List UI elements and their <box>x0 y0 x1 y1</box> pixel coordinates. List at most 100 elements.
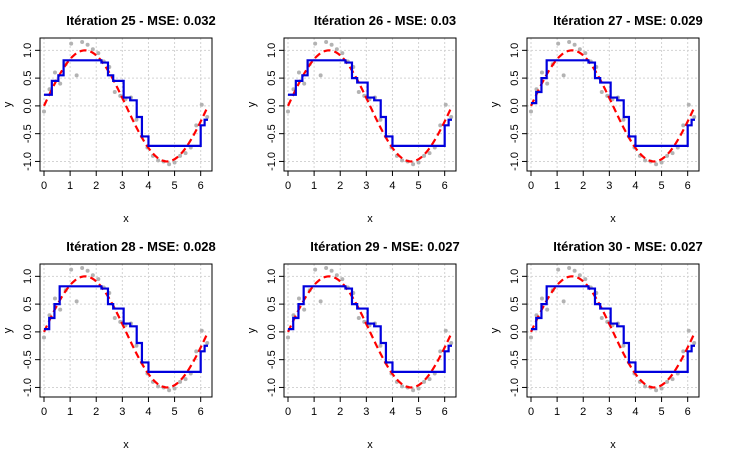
y-tick-label: 1.0 <box>266 269 278 284</box>
y-axis-label: y <box>2 327 14 333</box>
data-point <box>422 379 427 384</box>
x-tick-label: 3 <box>606 180 612 192</box>
x-tick-label: 4 <box>145 180 151 192</box>
x-tick-label: 2 <box>580 406 586 418</box>
x-tick-label: 4 <box>389 180 395 192</box>
plot-frame <box>283 37 457 172</box>
data-point <box>96 277 101 282</box>
plot-frame <box>283 263 457 398</box>
data-point <box>334 47 339 52</box>
x-tick-label: 5 <box>416 406 422 418</box>
true-function-line <box>530 49 696 163</box>
data-point <box>42 335 46 340</box>
data-point <box>183 151 188 156</box>
y-tick-label: 0.5 <box>22 70 34 85</box>
data-point <box>449 115 454 119</box>
data-point <box>529 335 533 340</box>
x-tick-label: 6 <box>442 180 448 192</box>
y-axis-label: y <box>489 327 501 333</box>
chart-panel-3: Itération 27 - MSE: 0.029 0 1 2 3 4 5 6 -1.0 -0.5… <box>489 13 703 225</box>
y-tick-label: 0.5 <box>509 296 521 311</box>
data-point <box>178 153 183 158</box>
data-point <box>96 51 101 56</box>
data-point <box>134 343 139 348</box>
data-point <box>324 266 329 270</box>
data-point <box>621 117 626 122</box>
x-tick-label: 0 <box>528 180 534 192</box>
model-fit-line <box>531 285 695 373</box>
y-tick-label: 0.0 <box>266 98 278 113</box>
data-point <box>156 158 161 163</box>
y-axis-label: y <box>246 101 258 107</box>
y-tick-label: -1.0 <box>266 152 278 171</box>
y-tick-label: -1.0 <box>266 378 278 397</box>
data-point <box>545 81 550 86</box>
x-tick-label: 3 <box>606 406 612 418</box>
data-point <box>58 81 63 86</box>
data-point <box>58 307 63 312</box>
x-tick-label: 5 <box>416 180 422 192</box>
data-point <box>422 153 427 158</box>
data-point <box>134 117 139 122</box>
y-tick-label: 0.0 <box>266 324 278 339</box>
model-fit-line <box>288 285 452 373</box>
x-tick-label: 6 <box>685 406 691 418</box>
data-point <box>545 307 550 312</box>
data-point <box>416 386 421 391</box>
x-tick-label: 4 <box>145 406 151 418</box>
data-point <box>324 40 329 44</box>
true-function-line <box>287 49 453 163</box>
true-function-line <box>287 275 453 389</box>
data-point <box>449 341 454 345</box>
chart-panel-6: Itération 30 - MSE: 0.027 0 1 2 3 4 5 6 -1.0 -0.5… <box>489 239 703 451</box>
data-point <box>577 47 582 52</box>
x-tick-label: 0 <box>528 406 534 418</box>
data-point <box>80 266 85 270</box>
data-point <box>577 273 582 278</box>
data-point <box>194 123 199 128</box>
data-point <box>90 273 95 278</box>
y-axis-label: y <box>246 327 258 333</box>
data-point <box>654 162 659 167</box>
data-point <box>199 328 204 333</box>
x-axis-label: x <box>123 213 129 225</box>
chart-panel-2: Itération 26 - MSE: 0.03 0 1 2 3 4 5 6 -1.0 -0.5 0… <box>246 13 457 225</box>
data-point <box>567 40 572 44</box>
data-point <box>681 349 686 354</box>
x-tick-label: 2 <box>337 180 343 192</box>
chart-title: Itération 25 - MSE: 0.032 <box>66 13 216 28</box>
y-tick-label: 0.0 <box>22 324 34 339</box>
y-tick-label: -0.5 <box>22 124 34 143</box>
data-point <box>286 335 290 340</box>
data-point <box>286 109 290 114</box>
x-tick-label: 3 <box>119 180 125 192</box>
data-point <box>156 384 161 389</box>
x-tick-label: 1 <box>554 406 560 418</box>
y-tick-label: 0.5 <box>266 70 278 85</box>
data-point <box>692 341 697 345</box>
x-tick-label: 1 <box>554 180 560 192</box>
data-point <box>194 349 199 354</box>
data-point <box>411 388 416 393</box>
data-point <box>643 158 648 163</box>
true-function-line <box>43 275 209 389</box>
data-point <box>334 273 339 278</box>
x-tick-label: 4 <box>632 180 638 192</box>
data-point <box>572 42 577 47</box>
data-point <box>85 42 90 47</box>
data-point <box>52 296 57 301</box>
data-point <box>340 51 345 56</box>
plot-frame <box>39 37 213 172</box>
x-tick-label: 0 <box>285 180 291 192</box>
y-tick-label: -0.5 <box>266 350 278 369</box>
x-tick-label: 2 <box>93 406 99 418</box>
data-point <box>438 123 443 128</box>
y-tick-label: -1.0 <box>509 378 521 397</box>
y-tick-label: -1.0 <box>509 152 521 171</box>
x-tick-label: 4 <box>389 406 395 418</box>
data-point <box>167 162 172 167</box>
data-point <box>172 386 177 391</box>
x-tick-label: 4 <box>632 406 638 418</box>
chart-title: Itération 29 - MSE: 0.027 <box>310 239 460 254</box>
